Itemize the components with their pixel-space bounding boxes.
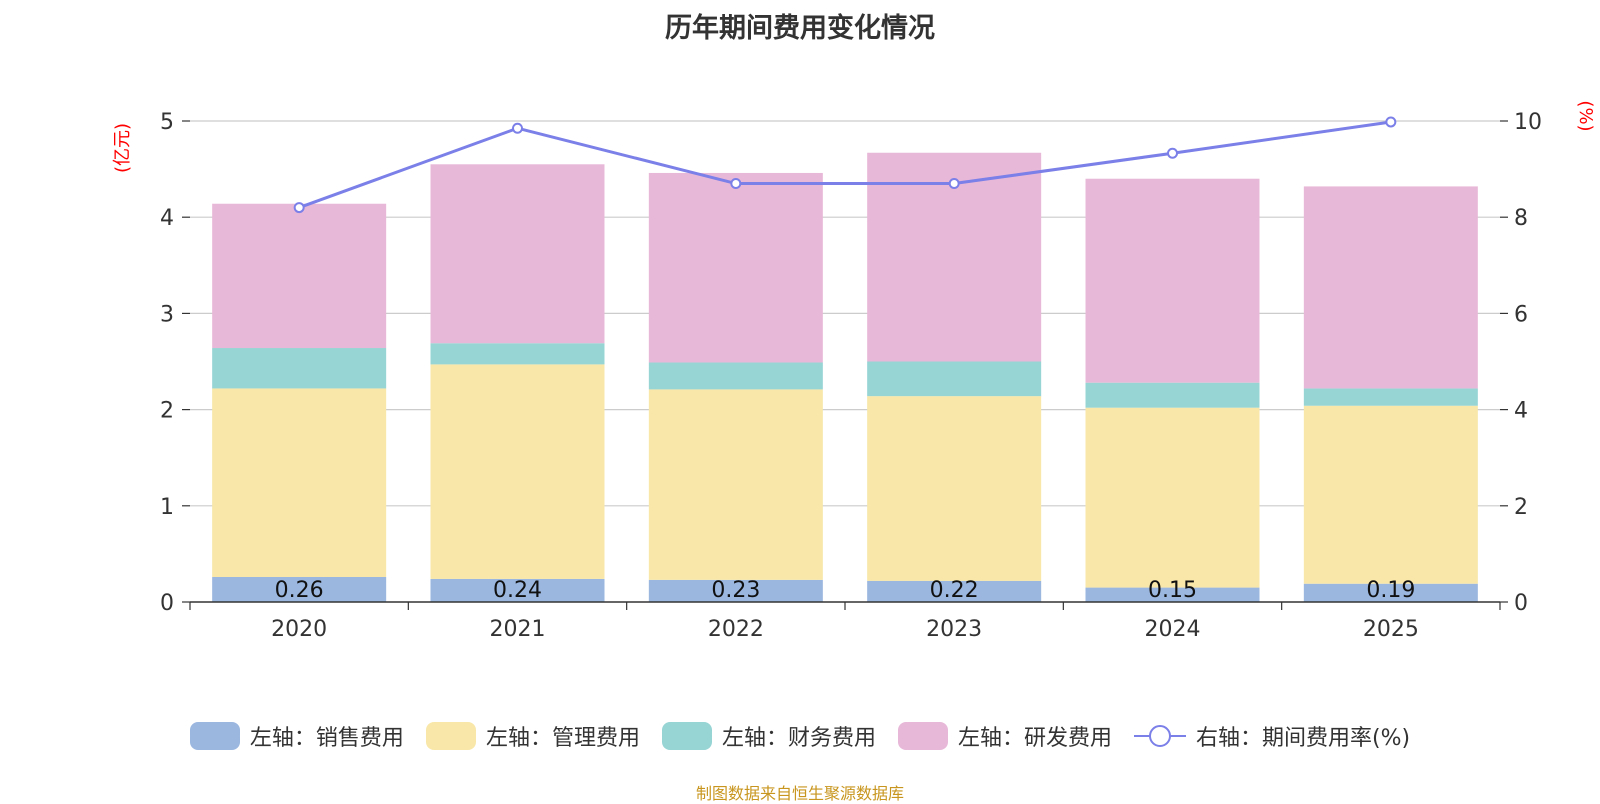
bar-segment-2 <box>1303 388 1478 406</box>
bar-segment-0 <box>1303 583 1478 602</box>
chart-title: 历年期间费用变化情况 <box>665 13 935 44</box>
bar-segment-0 <box>430 578 605 602</box>
y-left-tick-label: 0 <box>160 591 174 616</box>
legend-line-swatch-icon <box>1133 725 1186 747</box>
bar-segment-3 <box>1085 178 1260 383</box>
bar-segment-1 <box>212 388 387 577</box>
legend-label-admin: 左轴：管理费用 <box>485 726 640 751</box>
ratio-point <box>1385 116 1397 128</box>
x-tick-label: 2020 <box>271 617 327 642</box>
x-tick-label: 2022 <box>708 617 764 642</box>
legend-label-finance: 左轴：财务费用 <box>721 726 876 751</box>
y-left-tick-label: 3 <box>160 302 174 327</box>
legend-swatch-sales <box>189 722 240 750</box>
ratio-point <box>948 178 960 190</box>
ratio-point <box>1167 147 1178 159</box>
legend-swatch-admin <box>425 722 476 750</box>
legend-item-rd[interactable]: 左轴：研发费用 <box>897 720 1112 752</box>
data-label-sales: 0.23 <box>711 578 760 603</box>
y-left-tick-label: 2 <box>160 399 174 424</box>
bar-segment-1 <box>1303 405 1478 584</box>
legend-label-ratio: 右轴：期间费用率(%) <box>1195 726 1411 751</box>
bar-segment-0 <box>648 579 823 602</box>
data-label-sales: 0.26 <box>275 578 324 603</box>
legend-item-sales[interactable]: 左轴：销售费用 <box>189 720 404 752</box>
y-right-tick-label: 0 <box>1514 591 1528 616</box>
data-label-sales: 0.22 <box>930 578 979 603</box>
x-tick-label: 2024 <box>1145 617 1201 642</box>
y-right-tick-label: 4 <box>1514 399 1528 424</box>
bar-segment-3 <box>212 203 387 349</box>
x-tick-label: 2025 <box>1363 617 1419 642</box>
bar-segment-1 <box>1085 407 1260 588</box>
legend-label-sales: 左轴：销售费用 <box>249 726 404 751</box>
y-left-tick-label: 5 <box>160 110 174 135</box>
data-label-sales: 0.24 <box>493 578 542 603</box>
bar-segment-1 <box>430 364 605 579</box>
y-right-tick-label: 2 <box>1514 495 1528 520</box>
ratio-point <box>512 122 523 134</box>
legend-item-ratio[interactable]: 右轴：期间费用率(%) <box>1133 720 1411 752</box>
bar-segment-2 <box>1085 382 1260 408</box>
bar-segment-0 <box>212 576 387 602</box>
legend-item-finance[interactable]: 左轴：财务费用 <box>661 720 876 752</box>
source-footer: 制图数据来自恒生聚源数据库 <box>695 784 904 803</box>
bar-segment-2 <box>648 362 823 390</box>
ratio-line <box>298 120 1392 209</box>
bar-segment-0 <box>1085 587 1260 602</box>
y-left-unit-label: (亿元) <box>112 123 133 173</box>
ratio-point <box>293 202 305 214</box>
legend-swatch-rd <box>897 722 948 750</box>
y-right-tick-label: 8 <box>1514 206 1528 231</box>
legend-label-rd: 左轴：研发费用 <box>957 726 1112 751</box>
x-tick-label: 2023 <box>926 617 982 642</box>
y-right-unit-label: (%) <box>1575 100 1596 131</box>
y-right-tick-label: 10 <box>1514 110 1542 135</box>
bar-segment-3 <box>648 172 823 363</box>
y-left-tick-label: 4 <box>160 206 174 231</box>
data-label-sales: 0.19 <box>1366 578 1415 603</box>
bar-segment-0 <box>867 580 1042 602</box>
legend-swatch-finance <box>661 722 712 750</box>
legend-item-admin[interactable]: 左轴：管理费用 <box>425 720 640 752</box>
x-tick-label: 2021 <box>490 617 546 642</box>
bar-segment-1 <box>867 396 1042 581</box>
bar-segment-3 <box>1303 186 1478 389</box>
data-label-sales: 0.15 <box>1148 578 1197 603</box>
legend: 左轴：销售费用 左轴：管理费用 左轴：财务费用 左轴：研发费用 右轴：期间费用率… <box>0 720 1600 752</box>
bar-segment-2 <box>430 343 605 365</box>
bar-segment-1 <box>648 389 823 580</box>
y-right-tick-label: 6 <box>1514 302 1528 327</box>
y-left-tick-label: 1 <box>160 495 174 520</box>
bar-segment-2 <box>867 361 1042 397</box>
bar-segment-3 <box>430 164 605 344</box>
ratio-point <box>730 178 742 190</box>
bar-segment-2 <box>212 348 387 389</box>
